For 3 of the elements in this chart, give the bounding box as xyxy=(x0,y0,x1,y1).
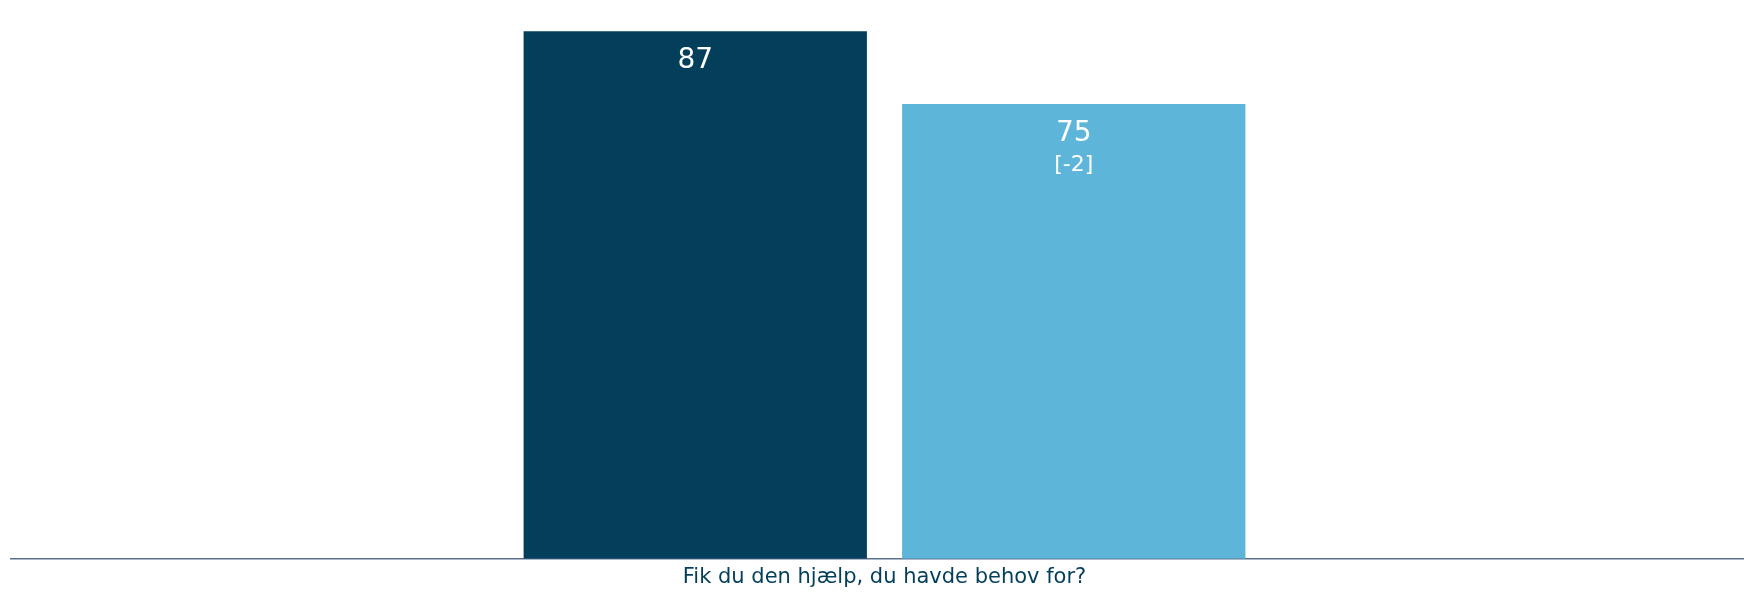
data-label: 87 xyxy=(677,42,714,76)
data-label: 75 [-2] xyxy=(1054,115,1094,176)
x-axis-title: Fik du den hjælp, du havde behov for? xyxy=(682,563,1087,588)
